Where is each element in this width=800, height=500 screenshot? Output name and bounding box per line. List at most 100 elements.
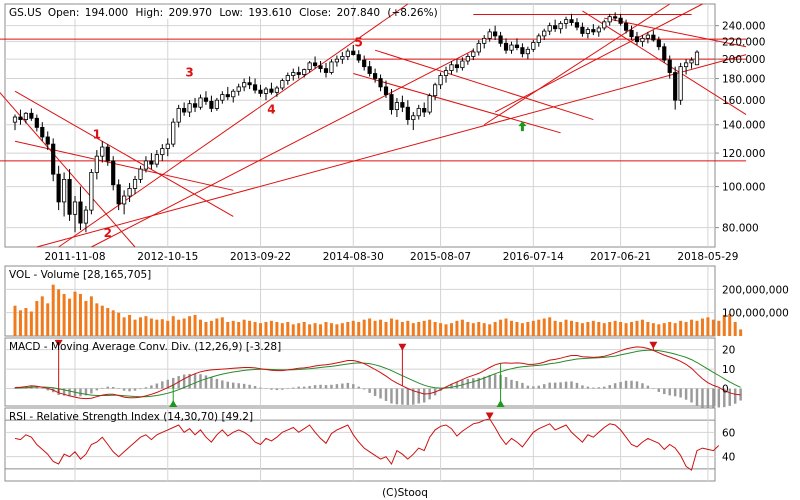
candle-body <box>487 31 492 39</box>
candle-body <box>72 201 78 215</box>
candle-body <box>476 42 481 53</box>
candle-body <box>405 106 410 120</box>
candle-body <box>323 68 329 73</box>
price-wave-labels: 1 2 3 4 5 <box>93 36 527 240</box>
macd-histogram-bar <box>412 388 415 405</box>
volume-bar <box>395 319 399 336</box>
candle-body <box>220 94 225 101</box>
macd-histogram-bar <box>79 388 82 397</box>
rsi-overbought-marker <box>485 412 494 420</box>
volume-bar <box>531 320 535 336</box>
candle-body <box>78 201 83 224</box>
rsi-panel: 40 60 RSI - Relative Strength Index (14,3… <box>4 407 735 482</box>
volume-bar <box>204 322 208 336</box>
macd-histogram-bar <box>570 381 573 389</box>
volume-bar <box>564 319 568 336</box>
candle-body <box>471 51 476 57</box>
trendline <box>353 73 561 134</box>
macd-histogram-bar <box>455 381 459 389</box>
candle-body <box>307 62 312 70</box>
volume-bar <box>548 317 552 336</box>
candle-body <box>367 66 372 74</box>
macd-histogram-bar <box>324 385 328 389</box>
candle-body <box>383 86 389 95</box>
volume-bar <box>89 296 93 336</box>
candle-body <box>416 108 421 117</box>
candle-body <box>45 136 50 145</box>
macd-histogram-bar <box>221 380 224 389</box>
macd-histogram-bar <box>302 386 306 389</box>
macd-signal-line <box>14 349 741 398</box>
macd-histogram-bar <box>297 386 300 389</box>
volume-bar <box>635 320 639 336</box>
volume-bar <box>138 317 142 336</box>
macd-histogram-bar <box>341 383 344 389</box>
macd-histogram-bar <box>237 383 240 389</box>
candle-body <box>400 102 405 108</box>
macd-histogram-bar <box>690 388 693 403</box>
candle-body <box>602 21 607 29</box>
header-open-label: Open: <box>48 7 80 19</box>
price-y-tick-label: 160.000 <box>722 95 765 107</box>
volume-bar <box>575 322 579 336</box>
header-close: 207.840 <box>337 7 380 19</box>
candle-body <box>203 97 209 102</box>
header-symbol: GS.US <box>9 7 42 19</box>
volume-bar <box>319 324 323 336</box>
volume-bar <box>717 320 721 336</box>
macd-histogram-bar <box>106 386 109 389</box>
volume-bar <box>739 329 743 336</box>
macd-histogram-bar <box>624 380 628 389</box>
macd-histogram-bar <box>526 385 530 389</box>
volume-bar <box>73 291 77 336</box>
candle-body <box>563 19 569 24</box>
volume-bar <box>417 322 421 336</box>
volume-bar <box>40 296 44 336</box>
price-x-tick-label: 2011-11-08 <box>45 251 106 263</box>
volume-bar <box>471 323 475 336</box>
macd-histogram-bar <box>712 388 715 410</box>
volume-bar <box>302 322 306 336</box>
macd-histogram-bar <box>477 377 480 389</box>
candle-body <box>236 86 241 92</box>
macd-histogram-bar <box>657 388 661 392</box>
candle-body <box>640 37 645 43</box>
candle-body <box>585 29 590 34</box>
header-close-label: Close: <box>299 7 331 19</box>
candle-body <box>656 39 661 48</box>
macd-histogram-bar <box>663 388 666 395</box>
volume-bar <box>733 322 737 336</box>
macd-histogram-bar <box>95 388 99 391</box>
macd-histogram-bar <box>253 386 257 389</box>
macd-histogram-bar <box>472 378 475 389</box>
candle-body <box>498 35 503 44</box>
volume-bar <box>602 323 606 336</box>
macd-histogram-bar <box>384 388 388 401</box>
price-y-tick-label: 120.000 <box>722 148 765 160</box>
candle-body <box>596 27 601 33</box>
volume-bar <box>111 310 115 336</box>
macd-histogram-bar <box>133 388 137 391</box>
candle-body <box>678 66 683 101</box>
volume-bar <box>455 320 459 336</box>
candle-body <box>503 42 509 51</box>
candle-body <box>629 29 634 38</box>
price-candles <box>12 12 700 233</box>
trendline <box>91 49 474 248</box>
wave-label: 4 <box>267 102 275 116</box>
macd-histogram-bar <box>90 388 93 394</box>
candle-body <box>351 50 356 56</box>
volume-bar <box>226 322 230 336</box>
candle-body <box>67 178 72 215</box>
macd-histogram-bar <box>450 383 453 389</box>
volume-bar <box>253 322 257 336</box>
candle-body <box>443 70 449 76</box>
volume-bar <box>679 320 683 336</box>
macd-histogram-bar <box>111 386 115 389</box>
candle-body <box>558 22 563 30</box>
header-high: 209.970 <box>169 7 212 19</box>
candle-body <box>340 56 345 60</box>
volume-bar <box>493 322 497 336</box>
candle-body <box>422 108 427 113</box>
volume-bar <box>662 323 666 336</box>
